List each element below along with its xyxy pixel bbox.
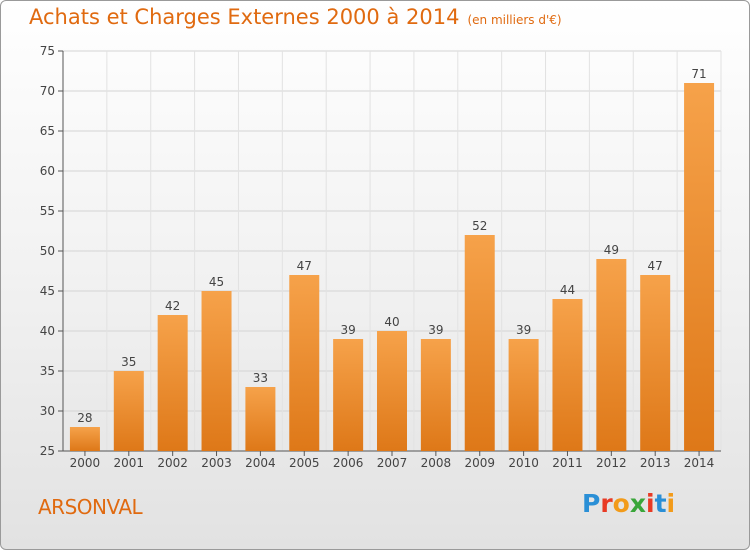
y-tick-label: 35 — [40, 364, 55, 378]
data-label: 47 — [648, 259, 663, 273]
x-tick-label: 2001 — [114, 456, 145, 470]
data-label: 28 — [77, 411, 92, 425]
x-tick-label: 2008 — [421, 456, 452, 470]
unit-note: (en milliers d'€) — [467, 13, 562, 27]
logo-letter: t — [654, 489, 667, 518]
commune-name: ARSONVAL — [38, 495, 143, 519]
chart-title: Achats et Charges Externes 2000 à 2014 (e… — [29, 5, 562, 29]
y-tick-label: 65 — [40, 124, 55, 138]
x-tick-label: 2010 — [508, 456, 539, 470]
data-label: 39 — [516, 323, 531, 337]
y-tick-label: 70 — [40, 84, 55, 98]
logo-letter: i — [646, 489, 655, 518]
x-tick-label: 2003 — [201, 456, 232, 470]
y-tick-label: 45 — [40, 284, 55, 298]
x-tick-label: 2002 — [157, 456, 188, 470]
x-tick-label: 2011 — [552, 456, 583, 470]
bar — [464, 235, 495, 451]
x-tick-label: 2012 — [596, 456, 627, 470]
y-tick-label: 30 — [40, 404, 55, 418]
x-tick-label: 2005 — [289, 456, 320, 470]
data-label: 47 — [297, 259, 312, 273]
data-label: 52 — [472, 219, 487, 233]
logo-letter: i — [666, 489, 676, 518]
x-tick-label: 2013 — [640, 456, 671, 470]
logo-letter: r — [600, 489, 613, 518]
x-tick-label: 2006 — [333, 456, 364, 470]
logo-letter: o — [612, 489, 630, 518]
bar — [157, 315, 188, 451]
data-label: 42 — [165, 299, 180, 313]
proxiti-logo[interactable]: Proxiti — [582, 489, 675, 518]
bar — [420, 339, 451, 451]
data-label: 39 — [340, 323, 355, 337]
bar — [289, 275, 320, 451]
data-label: 71 — [691, 67, 706, 81]
data-label: 40 — [384, 315, 399, 329]
bar — [640, 275, 671, 451]
bar — [113, 371, 144, 451]
x-tick-label: 2000 — [70, 456, 101, 470]
y-tick-label: 40 — [40, 324, 55, 338]
bar — [333, 339, 364, 451]
data-label: 35 — [121, 355, 136, 369]
labels: 25 30 35 40 45 50 55 60 65 70 75 28 2000 35 2001 42 2002… — [40, 44, 715, 470]
y-tick-label: 75 — [40, 44, 55, 58]
logo-letter: x — [629, 489, 646, 518]
bars — [69, 83, 715, 451]
y-tick-label: 60 — [40, 164, 55, 178]
y-tick-label: 25 — [40, 444, 55, 458]
x-tick-label: 2007 — [377, 456, 408, 470]
data-label: 33 — [253, 371, 268, 385]
bar — [684, 83, 715, 451]
data-label: 45 — [209, 275, 224, 289]
y-tick-label: 50 — [40, 244, 55, 258]
bar — [201, 291, 232, 451]
data-label: 49 — [604, 243, 619, 257]
bar — [245, 387, 276, 451]
bar — [69, 427, 100, 451]
x-tick-label: 2009 — [464, 456, 495, 470]
data-label: 44 — [560, 283, 575, 297]
y-tick-label: 55 — [40, 204, 55, 218]
x-tick-label: 2004 — [245, 456, 276, 470]
bar — [552, 299, 583, 451]
logo-letter: P — [582, 489, 601, 518]
bar — [377, 331, 407, 451]
chart-title-text: Achats et Charges Externes 2000 à 2014 — [29, 5, 460, 29]
bar — [508, 339, 539, 451]
bar — [596, 259, 627, 451]
x-tick-label: 2014 — [684, 456, 715, 470]
data-label: 39 — [428, 323, 443, 337]
